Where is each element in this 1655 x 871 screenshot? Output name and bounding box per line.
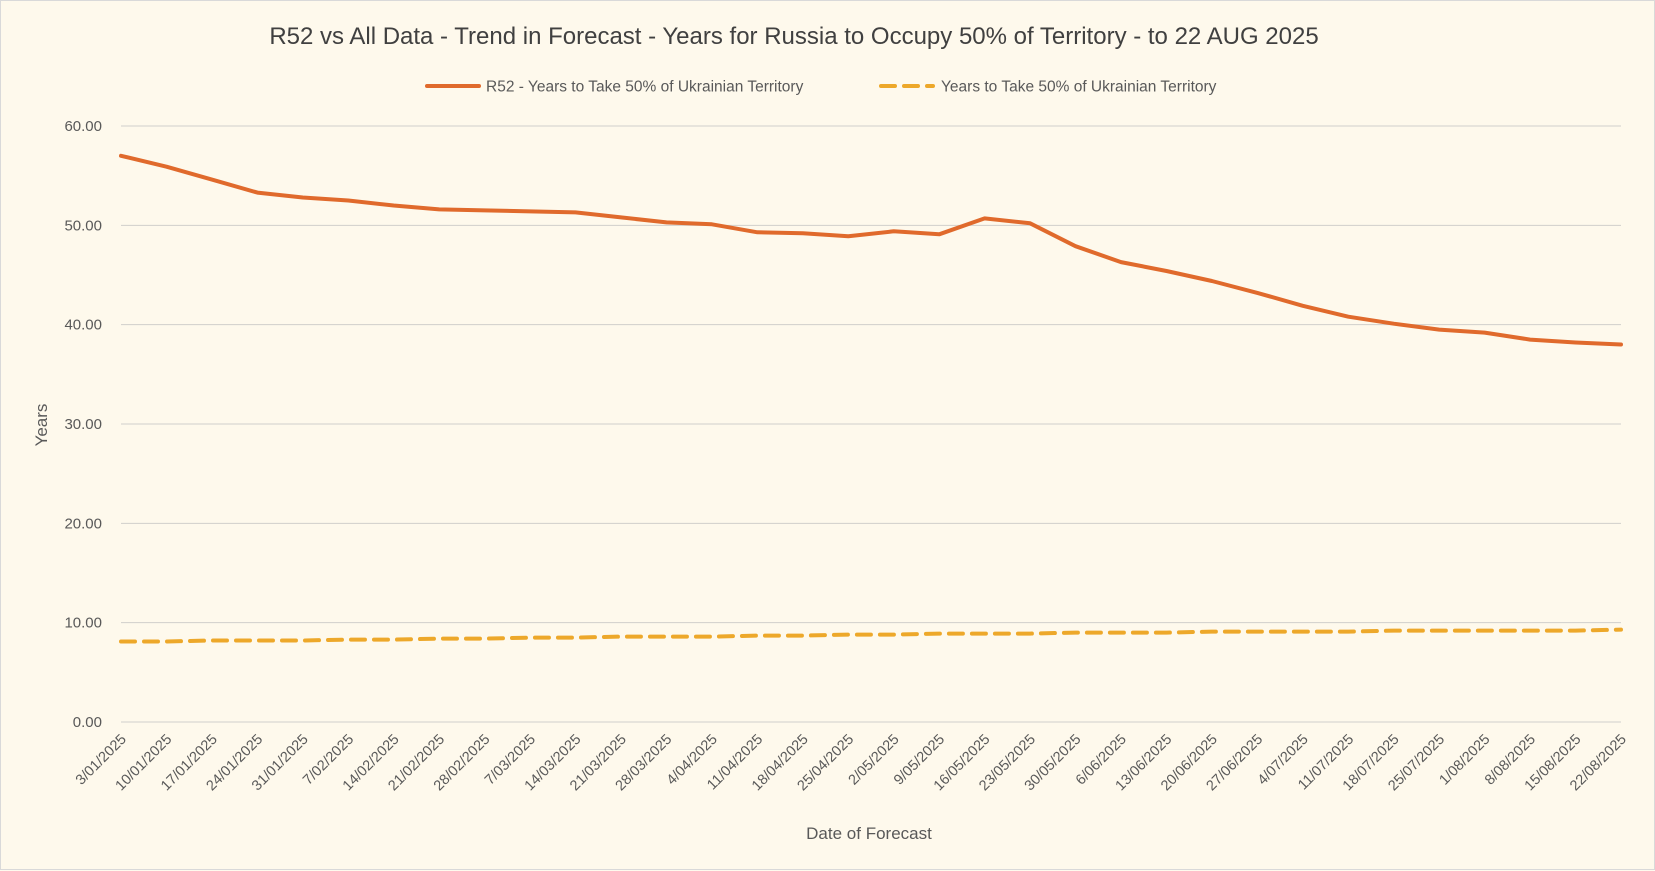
series-1 [121,630,1621,642]
y-tick-label: 30.00 [64,416,102,433]
series-line [121,156,1621,345]
series-layer [121,156,1621,642]
x-axis-ticks: 3/01/202510/01/202517/01/202524/01/20253… [73,732,1630,795]
y-tick-label: 20.00 [64,515,102,532]
series-line [121,630,1621,642]
legend: R52 - Years to Take 50% of Ukrainian Ter… [427,79,1217,96]
y-tick-label: 40.00 [64,317,102,334]
x-axis-title: Date of Forecast [806,824,932,843]
y-tick-label: 50.00 [64,217,102,234]
y-tick-label: 60.00 [64,118,102,135]
chart-title: R52 vs All Data - Trend in Forecast - Ye… [269,23,1318,50]
y-tick-label: 10.00 [64,615,102,632]
legend-label-r52: R52 - Years to Take 50% of Ukrainian Ter… [486,79,804,96]
series-0 [121,156,1621,345]
y-tick-label: 0.00 [73,714,102,731]
legend-label-all-data: Years to Take 50% of Ukrainian Territory [941,79,1217,96]
y-axis-ticks: 0.00 10.00 20.00 30.00 40.00 50.00 60.00 [64,118,102,731]
gridlines [121,126,1621,722]
y-axis-title: Years [32,404,51,447]
